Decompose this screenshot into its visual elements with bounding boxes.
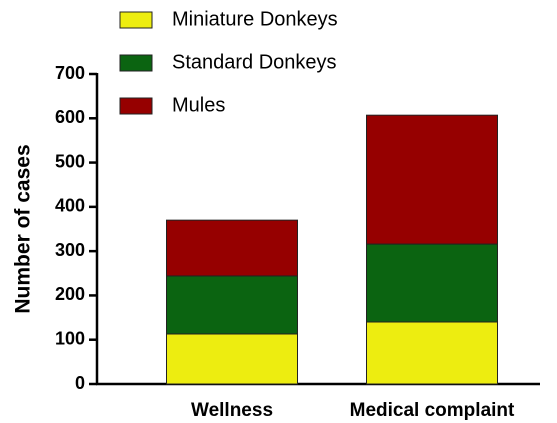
y-tick-label: 200 [55, 284, 85, 304]
bar-segment [366, 114, 498, 245]
y-axis-title: Number of cases [12, 144, 35, 313]
y-tick-label: 400 [55, 196, 85, 216]
legend-swatch [119, 54, 153, 72]
y-tick-label: 100 [55, 328, 85, 348]
legend-label: Standard Donkeys [172, 51, 337, 73]
x-tick-label: Medical complaint [350, 400, 515, 421]
bar-segment [166, 333, 298, 385]
y-tick-label: 700 [55, 63, 85, 83]
legend-swatch [119, 97, 153, 115]
y-tick-label: 500 [55, 151, 85, 171]
legend-label: Mules [172, 94, 225, 116]
bar-segment [166, 219, 298, 277]
y-tick-label: 600 [55, 107, 85, 127]
bar-segment [366, 321, 498, 385]
bar-segment [166, 275, 298, 335]
legend-swatch [119, 11, 153, 29]
y-tick-label: 300 [55, 240, 85, 260]
x-tick-label: Wellness [191, 400, 273, 421]
y-tick-label: 0 [75, 373, 85, 393]
legend-label: Miniature Donkeys [172, 8, 338, 30]
bar-segment [366, 243, 498, 323]
